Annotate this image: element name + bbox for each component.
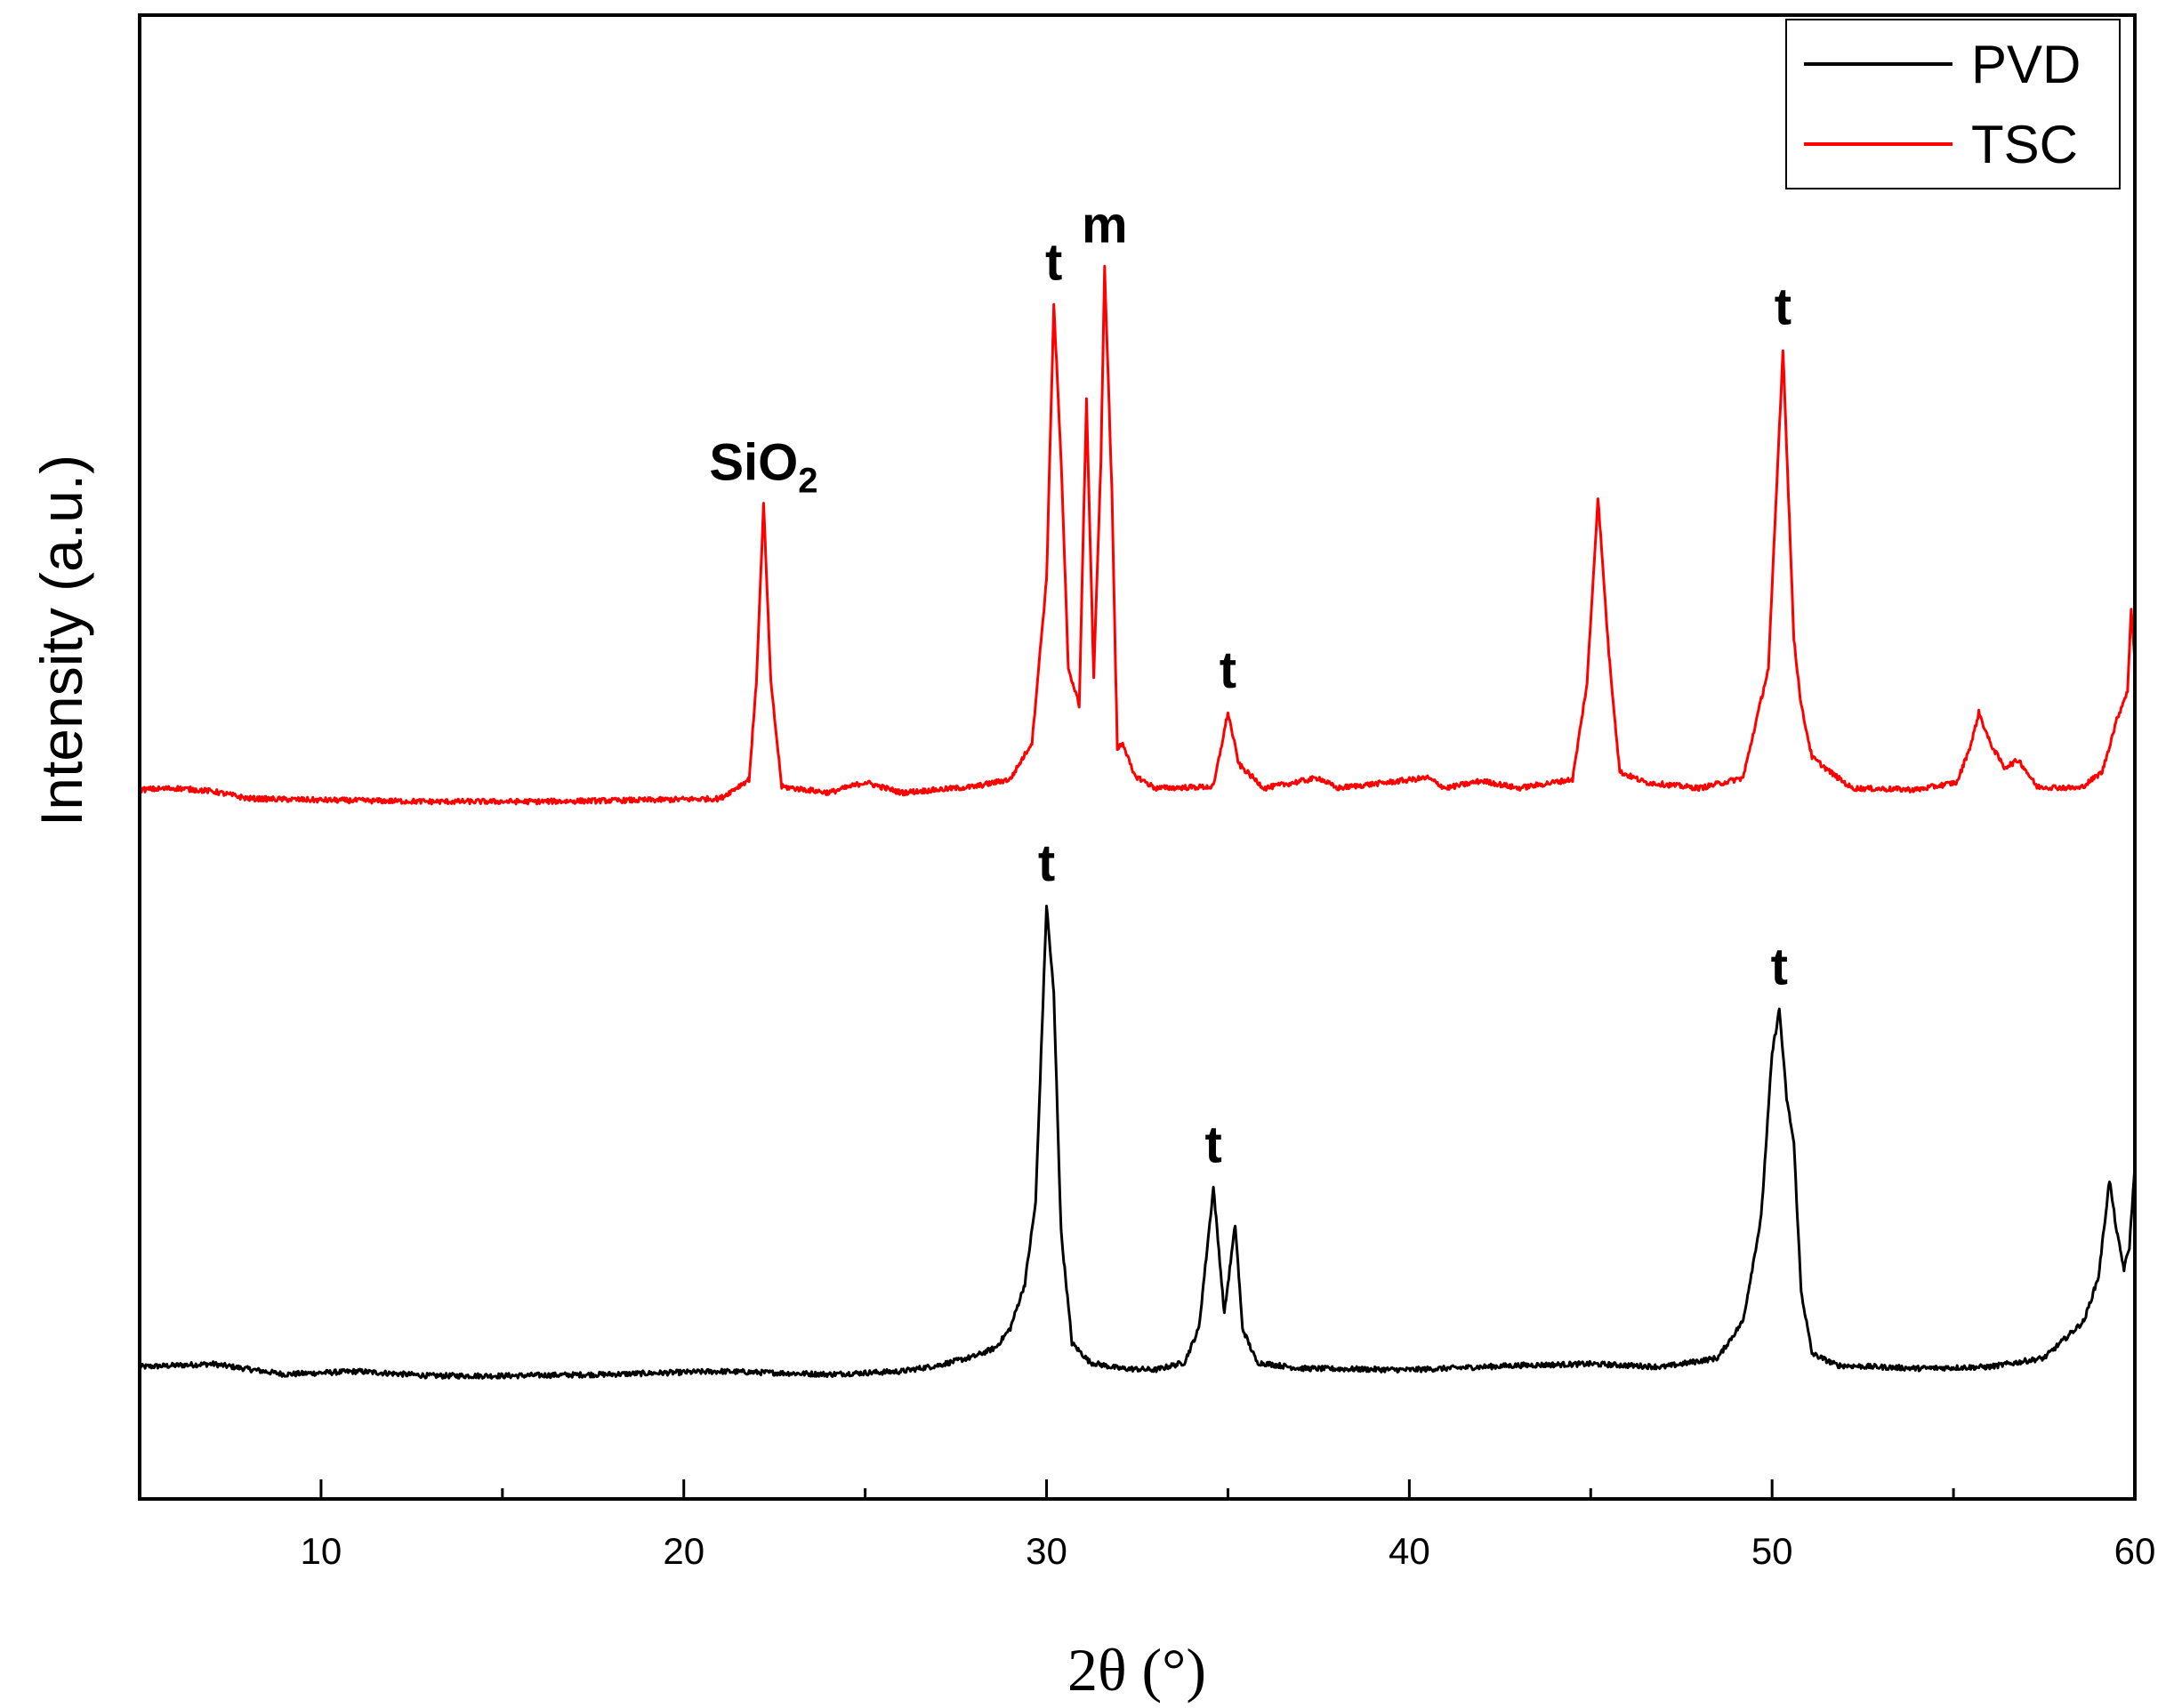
x-tick-label: 40	[1389, 1530, 1430, 1572]
x-tick-label: 10	[301, 1530, 342, 1572]
x-tick-label: 30	[1026, 1530, 1067, 1572]
y-axis-title: Intensity (a.u.)	[28, 455, 94, 826]
x-axis-title: 2θ (°)	[1067, 1636, 1206, 1704]
legend-label-pvd: PVD	[1971, 35, 2081, 94]
x-tick-label: 60	[2114, 1530, 2156, 1572]
peak-label: t	[1045, 233, 1062, 291]
plot-area	[138, 264, 2137, 1380]
x-tick-label: 50	[1751, 1530, 1793, 1572]
plot-frame	[138, 13, 2137, 1501]
legend-box	[1785, 19, 2121, 189]
peak-label: t	[1220, 641, 1236, 699]
peak-label: t	[1204, 1116, 1221, 1174]
peak-label: t	[1771, 939, 1788, 996]
legend-label-tsc: TSC	[1971, 115, 2078, 174]
series-line-pvd	[138, 905, 2137, 1380]
peak-label: m	[1082, 197, 1128, 254]
peak-label: t	[1775, 278, 1791, 335]
x-axis-ticks: 10 20 30 40 50 60	[301, 1479, 2156, 1572]
legend: PVD TSC	[1785, 19, 2121, 189]
x-tick-label: 20	[663, 1530, 705, 1572]
peak-label: t	[1038, 834, 1055, 892]
series-line-tsc	[138, 264, 2137, 806]
